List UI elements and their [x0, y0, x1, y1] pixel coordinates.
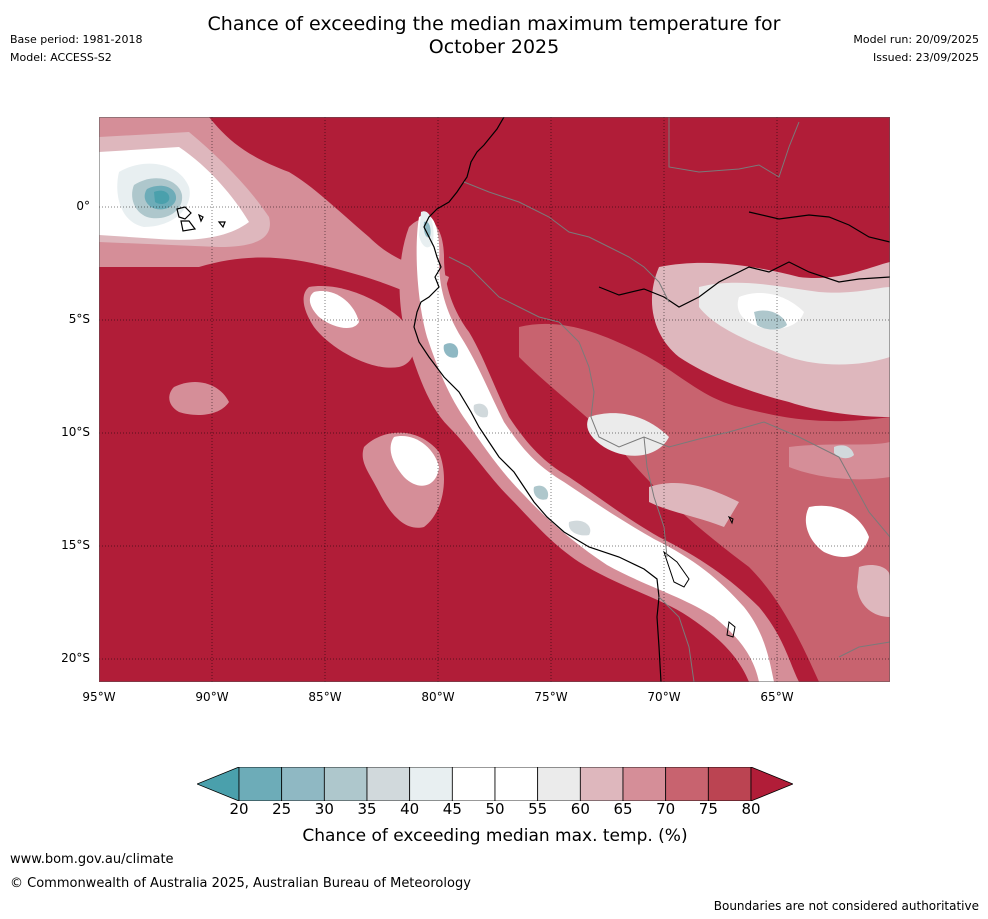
- colorbar-svg: [195, 766, 795, 802]
- colorbar-segment: [409, 766, 453, 802]
- colorbar-segment: [622, 766, 667, 802]
- lon-tick-65w: 65°W: [760, 690, 794, 704]
- colorbar-tick-label: 65: [613, 800, 633, 818]
- lon-tick-75w: 75°W: [534, 690, 568, 704]
- map-title-line2: October 2025: [428, 36, 560, 58]
- map-title-line1: Chance of exceeding the median maximum t…: [207, 13, 781, 35]
- colorbar-segment: [281, 766, 325, 802]
- coastal-band: [399, 211, 799, 682]
- lat-tick-10s: 10°S: [61, 425, 90, 439]
- map-title: Chance of exceeding the median maximum t…: [150, 13, 838, 59]
- map-border: [99, 117, 890, 682]
- lat-tick-20s: 20°S: [61, 651, 90, 665]
- map-canvas: [99, 116, 891, 683]
- lon-tick-85w: 85°W: [308, 690, 342, 704]
- colorbar-arrow-high: [750, 766, 795, 802]
- coastlines: [413, 116, 891, 683]
- graticule: [99, 117, 890, 682]
- lon-tick-70w: 70°W: [647, 690, 681, 704]
- colorbar-tick-label: 60: [570, 800, 590, 818]
- lon-tick-95w: 95°W: [82, 690, 116, 704]
- lat-tick-0: 0°: [76, 199, 90, 213]
- colorbar-tick-label: 45: [442, 800, 462, 818]
- colorbar-tick-label: 20: [229, 800, 249, 818]
- colorbar-tick-label: 70: [656, 800, 676, 818]
- colorbar-tick-label: 75: [698, 800, 718, 818]
- country-borders: [448, 117, 891, 683]
- colorbar-tick-label: 50: [485, 800, 505, 818]
- colorbar-segment: [579, 766, 624, 802]
- colorbar-title: Chance of exceeding median max. temp. (%…: [302, 826, 688, 846]
- model-run-label: Model run: 20/09/2025: [853, 33, 979, 46]
- colorbar: [195, 766, 795, 802]
- website-url: www.bom.gov.au/climate: [10, 852, 174, 867]
- colorbar-arrow-low: [195, 766, 240, 802]
- colorbar-tick-label: 80: [741, 800, 761, 818]
- boundaries-disclaimer: Boundaries are not considered authoritat…: [713, 899, 979, 913]
- colorbar-segment: [451, 766, 496, 802]
- base-period-label: Base period: 1981-2018: [10, 33, 143, 46]
- colorbar-segment: [707, 766, 752, 802]
- lon-tick-90w: 90°W: [195, 690, 229, 704]
- lat-tick-15s: 15°S: [61, 538, 90, 552]
- colorbar-tick-label: 40: [400, 800, 420, 818]
- colorbar-tick-label: 55: [528, 800, 548, 818]
- issued-label: Issued: 23/09/2025: [872, 51, 979, 64]
- interior-region: [519, 262, 890, 682]
- colorbar-segment: [494, 766, 539, 802]
- colorbar-segment: [366, 766, 411, 802]
- probability-map: [99, 116, 891, 683]
- colorbar-tick-label: 30: [314, 800, 334, 818]
- lat-tick-5s: 5°S: [68, 312, 90, 326]
- galapagos-region: [99, 117, 449, 307]
- copyright-text: © Commonwealth of Australia 2025, Austra…: [10, 876, 471, 891]
- colorbar-segment: [665, 766, 709, 802]
- offshore-anomalies: [169, 286, 444, 528]
- colorbar-segment: [323, 766, 368, 802]
- colorbar-tick-label: 25: [272, 800, 292, 818]
- colorbar-segment: [537, 766, 581, 802]
- colorbar-tick-label: 35: [357, 800, 377, 818]
- lon-tick-80w: 80°W: [421, 690, 455, 704]
- model-label: Model: ACCESS-S2: [10, 51, 112, 64]
- colorbar-segment: [238, 766, 283, 802]
